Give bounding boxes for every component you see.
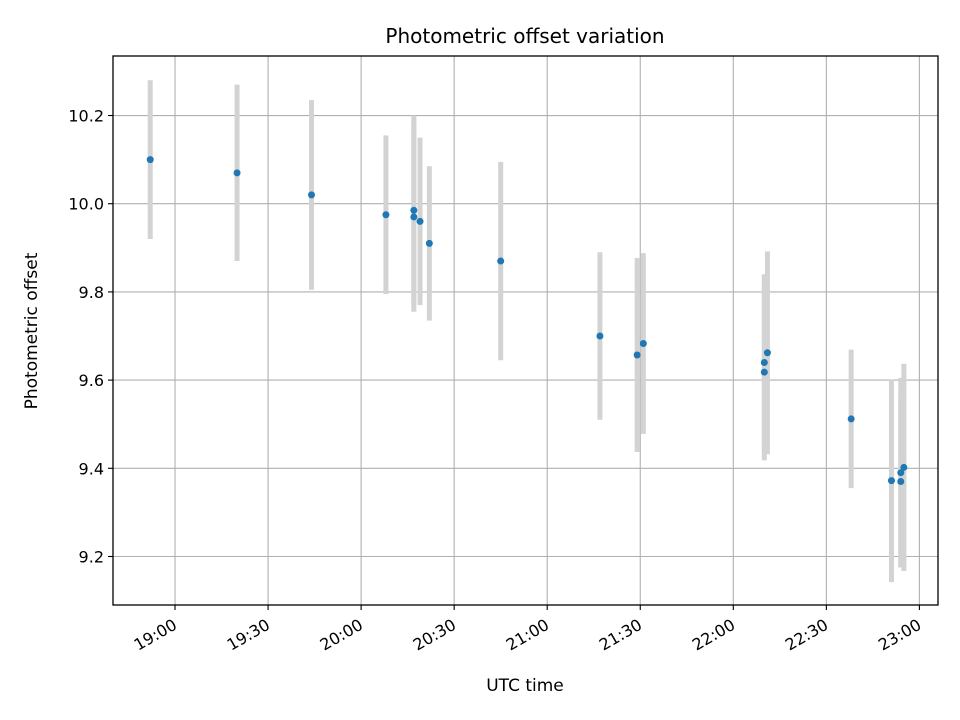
data-point [416, 217, 424, 225]
chart-title: Photometric offset variation [385, 24, 664, 48]
y-tick-label: 9.2 [79, 547, 104, 566]
data-point [763, 349, 771, 357]
plot-frame [112, 55, 939, 606]
data-point [760, 368, 768, 376]
data-point [897, 478, 905, 486]
y-tick-label: 9.4 [79, 459, 104, 478]
data-point [639, 340, 647, 348]
data-point [760, 358, 768, 366]
data-point [900, 463, 908, 471]
data-point [887, 477, 895, 485]
y-axis: 9.2 9.4 9.6 9.8 10.0 10.2 [68, 107, 113, 566]
data-point [425, 239, 433, 247]
data-point [233, 169, 241, 177]
data-point [410, 213, 418, 221]
y-tick-label: 10.0 [68, 195, 104, 214]
data-point [382, 211, 390, 219]
y-tick-label: 9.6 [79, 371, 104, 390]
data-point [847, 415, 855, 423]
point-layer [146, 156, 908, 486]
y-tick-label: 9.8 [79, 283, 104, 302]
y-axis-title: Photometric offset [22, 252, 42, 409]
grid-layer [113, 56, 938, 605]
data-point [897, 469, 905, 477]
data-point [633, 351, 641, 359]
data-point [410, 206, 418, 214]
data-point [146, 156, 154, 164]
data-point [307, 191, 315, 199]
x-axis-title: UTC time [486, 676, 564, 696]
data-point [596, 332, 604, 340]
y-tick-label: 10.2 [68, 107, 104, 126]
data-point [497, 257, 505, 265]
